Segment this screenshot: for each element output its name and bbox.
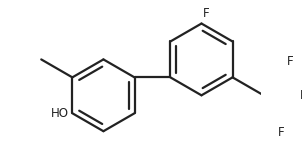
Text: HO: HO xyxy=(51,107,69,120)
Text: F: F xyxy=(287,55,293,68)
Text: F: F xyxy=(300,89,302,102)
Text: F: F xyxy=(278,126,285,139)
Text: F: F xyxy=(203,7,209,20)
